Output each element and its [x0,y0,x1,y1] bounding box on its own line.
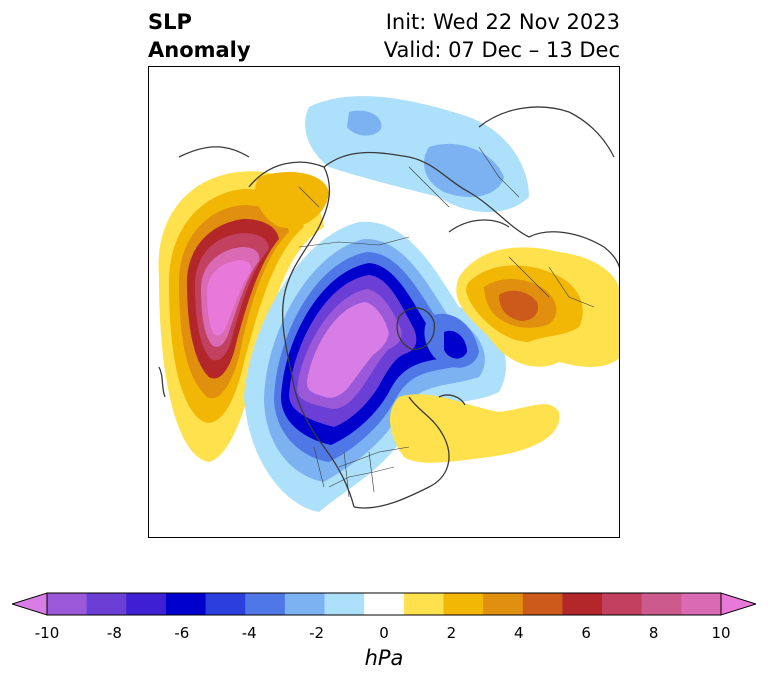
colorbar-tick-label: -6 [174,624,190,642]
colorbar-tick-label: -4 [241,624,257,642]
title-left: SLP Anomaly [148,8,251,64]
colorbar-bin [324,593,365,615]
colorbar-unit-label: hPa [364,646,404,670]
coastlines [158,106,619,509]
colorbar-bin [602,593,643,615]
colorbar-tick-label: -10 [34,624,60,642]
colorbar-bin [86,593,127,615]
colorbar-tick-label: 4 [514,624,524,642]
pacific-high-anomaly [158,171,324,462]
colorbar-bin [562,593,603,615]
colorbar-tick-label: -8 [106,624,122,642]
greenland-low-anomaly [424,313,479,368]
colorbar-bin [284,593,326,615]
colorbar-extend-min [12,592,48,616]
colorbar-tick-label: 10 [711,624,731,642]
eurasia-high-anomaly [456,247,619,367]
colorbar-bin [165,593,207,615]
colorbar-tick-label: -2 [309,624,325,642]
colorbar-frame [46,592,722,616]
arctic-low-anomaly [305,96,529,212]
map-panel [148,66,620,538]
colorbar [12,592,756,616]
colorbar-bin [403,593,444,615]
colorbar-bin [364,593,405,615]
colorbar-tick-label: 0 [379,624,389,642]
colorbar-bin [681,593,722,615]
colorbar-bin [522,593,563,615]
valid-range: Valid: 07 Dec – 13 Dec [383,38,620,62]
colorbar-bin [245,593,286,615]
init-date: Init: Wed 22 Nov 2023 [385,10,620,34]
colorbar-tick-label: 8 [648,624,659,642]
colorbar-bin [443,593,484,615]
colorbar-bin [641,593,682,615]
title-right: Init: Wed 22 Nov 2023 Valid: 07 Dec – 13… [384,8,620,64]
colorbar-bin [47,593,88,615]
colorbar-segments [47,593,722,615]
colorbar-tick-label: 6 [581,624,591,642]
canada-low-anomaly [244,221,507,513]
title-variable: SLP [148,10,192,34]
colorbar-extend-max [720,592,756,616]
alaska-anomaly [255,172,329,228]
colorbar-bin [205,593,246,615]
anomaly-map [158,96,619,513]
colorbar-bin [483,593,524,615]
colorbar-bin [126,593,167,615]
atlantic-high-anomaly [389,394,560,463]
country-borders [298,146,595,498]
title-type: Anomaly [148,38,251,62]
colorbar-tick-label: 2 [446,624,457,642]
